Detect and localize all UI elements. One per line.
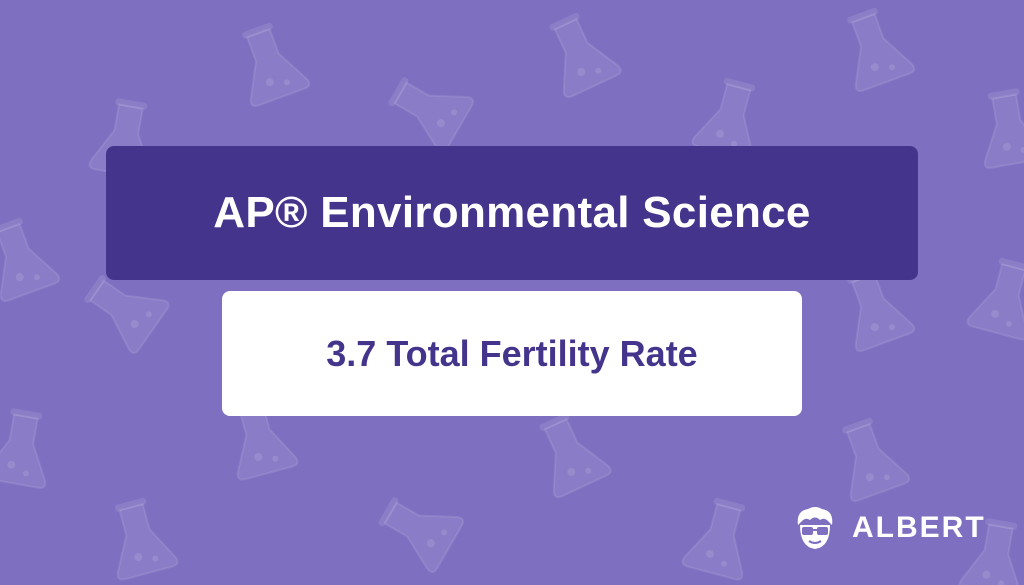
- brand-name: ALBERT: [852, 511, 986, 544]
- topic-card: 3.7 Total Fertility Rate: [222, 291, 802, 416]
- course-title: AP® Environmental Science: [213, 188, 811, 237]
- albert-brand: ALBERT: [790, 503, 986, 553]
- topic-title: 3.7 Total Fertility Rate: [326, 332, 698, 374]
- albert-mascot-icon: [797, 507, 833, 549]
- course-banner: AP® Environmental Science: [106, 146, 918, 280]
